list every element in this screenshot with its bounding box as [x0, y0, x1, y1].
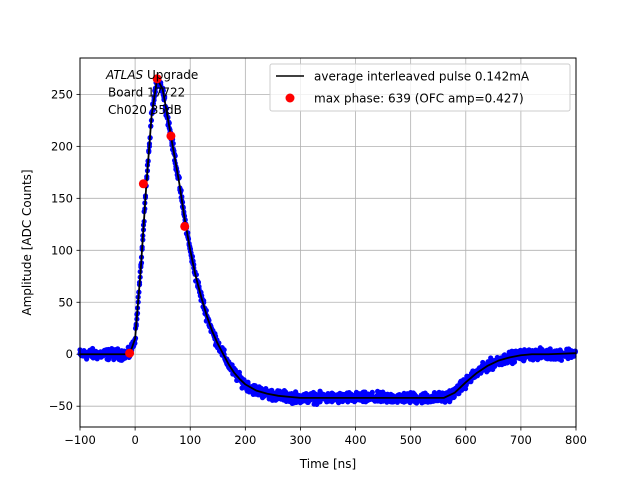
y-axis-label: Amplitude [ADC Counts] [20, 169, 34, 315]
max-phase-points [125, 74, 190, 358]
x-tick-label: 0 [131, 433, 138, 447]
y-tick-label: −50 [49, 399, 73, 413]
x-tick-label: 600 [455, 433, 477, 447]
x-tick-label: 500 [400, 433, 422, 447]
x-tick-label: 200 [234, 433, 256, 447]
legend-label-max-phase: max phase: 639 (OFC amp=0.427) [314, 92, 524, 106]
annotation-line: Ch020 35dB [108, 103, 182, 117]
legend-label-average-pulse: average interleaved pulse 0.142mA [314, 70, 530, 84]
y-tick-label: 200 [51, 139, 73, 153]
y-tick-label: 0 [66, 347, 73, 361]
x-axis-label: Time [ns] [299, 457, 356, 471]
sample-point [221, 347, 227, 353]
atlas-annotation: ATLAS Upgrade Board 17722 Ch020 35dB [105, 68, 198, 117]
max-phase-point [166, 131, 176, 141]
sample-point [451, 394, 457, 400]
sample-point [84, 356, 90, 362]
y-tick-label: 50 [58, 295, 73, 309]
x-tick-label: 100 [179, 433, 201, 447]
legend-marker-max-phase [285, 93, 295, 103]
max-phase-point [180, 221, 190, 231]
max-phase-point [152, 74, 162, 84]
x-tick-label: −100 [64, 433, 96, 447]
annotation-text: Board 17722 [108, 86, 185, 100]
y-tick-label: 100 [51, 243, 73, 257]
plot-frame [79, 57, 577, 428]
max-phase-point [125, 348, 135, 358]
y-tick-label: 150 [51, 191, 73, 205]
y-axis-ticks: −50 0 50 100 150 200 250 [49, 87, 80, 413]
x-tick-label: 400 [345, 433, 367, 447]
max-phase-point [138, 179, 148, 189]
legend: average interleaved pulse 0.142mA max ph… [269, 63, 571, 112]
sample-point [558, 357, 565, 363]
legend-box [269, 63, 571, 112]
annotation-line: Board 17722 [108, 86, 185, 100]
atlas-label: ATLAS [105, 68, 144, 82]
annotation-text: Upgrade [143, 68, 198, 82]
x-axis-ticks: −100 0 100 200 300 400 500 600 700 800 [64, 427, 587, 447]
sample-point [369, 389, 375, 395]
y-tick-label: 250 [51, 87, 73, 101]
annotation-text: Ch020 35dB [108, 103, 182, 117]
sample-point [571, 353, 577, 359]
x-tick-label: 300 [289, 433, 311, 447]
x-tick-label: 800 [565, 433, 587, 447]
x-tick-label: 700 [510, 433, 532, 447]
annotation-line: ATLAS Upgrade [105, 68, 198, 82]
